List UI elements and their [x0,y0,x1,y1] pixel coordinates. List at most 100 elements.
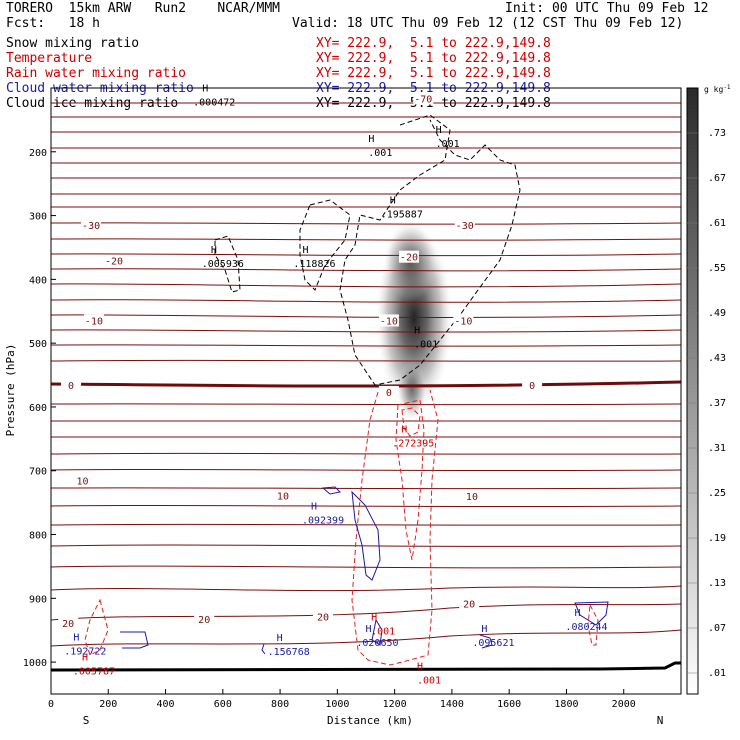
isotherm-line [51,380,681,388]
x-axis: 0 200 400 600 800 1000 1200 1400 1600 1800 2000 [48,689,636,710]
max-marker-h: H [311,501,317,512]
max-value-label: .020650 [356,638,398,649]
cloud-water-contour-sw [120,631,149,649]
max-value-label: .001 [371,626,395,637]
isotherm-line [51,116,681,118]
temperature-label-bg [194,613,215,626]
max-value-label: .001 [368,148,392,159]
isotherm-line [51,629,681,647]
colorbar [686,87,699,695]
isotherm-line [51,177,681,179]
max-marker-h: H [82,653,88,664]
temperature-label: 0 [386,388,392,399]
colorbar-level: .01 [708,668,726,679]
y-tick-label: 500 [29,339,47,350]
temperature-label: 20 [62,619,74,630]
max-marker-h: H [401,424,407,435]
header-init: Init: 00 UTC Thu 09 Feb 12 [505,1,709,16]
max-value-label: .092399 [302,515,344,526]
max-value-label: .192722 [64,646,106,657]
colorbar-level: .19 [708,533,726,544]
rain-contour-core [401,407,421,437]
isotherm-line [51,253,681,257]
isotherm-line [51,268,681,272]
temperature-label-bg [83,314,104,327]
isotherm-line [51,403,681,406]
temperature-label: -20 [105,257,123,268]
field-temp-name: Temperature [6,51,93,66]
colorbar-level: .37 [708,398,726,409]
temperature-label: 10 [277,491,289,502]
isotherm-line [51,359,681,362]
x-tick-label: 400 [157,699,175,710]
colorbar-level: .49 [708,308,726,319]
y-tick-label: 300 [29,212,47,223]
isotherm-line [51,131,681,133]
isotherm-line [51,487,681,490]
field-snow-xy: XY= 222.9, 5.1 to 222.9,149.8 [316,36,551,51]
x-tick-label: 800 [271,699,289,710]
ice-contour-west [299,199,351,291]
field-snow-name: Snow mixing ratio [6,36,140,51]
colorbar-level: .07 [708,623,726,634]
rain-contour-ne [587,603,599,646]
colorbar-level: .61 [708,218,726,229]
temperature-label: -30 [82,221,100,232]
cloud-water-contours [120,486,609,655]
x-tick-label: 1400 [440,699,464,710]
x-tick-label: 200 [99,699,117,710]
cloud-water-contour-sw-2 [261,643,266,655]
isotherm-line [51,420,681,422]
ice-contour-small [214,235,241,293]
ice-contour-main [339,114,521,386]
y-axis: 200 300 400 500 600 700 800 900 1000 [23,148,56,669]
temperature-label: 20 [198,615,210,626]
isotherm-line [51,329,681,333]
temperature-label-bg [454,218,475,231]
y-tick-label: 200 [29,148,47,159]
colorbar-level: .13 [708,578,726,589]
isotherm-line [51,222,681,225]
max-value-label: .001 [414,339,438,350]
cloud-water-contour-ne [574,601,609,626]
x-tick-label: 0 [48,699,54,710]
isotherm-line [51,544,681,547]
cloud-water-contour-mid-2 [321,486,342,495]
max-marker-h: H [277,633,283,644]
temperature-label-bg [453,314,474,327]
temperature-label: 10 [76,477,88,488]
max-marker-h: H [202,84,208,95]
isotherm-line [51,585,681,592]
isotherm-line [51,299,681,303]
temperature-label: 10 [466,492,478,503]
temperature-label: -10 [85,316,103,327]
max-value-label: .272395 [392,438,434,449]
field-temp-xy: XY= 222.9, 5.1 to 222.9,149.8 [316,51,551,66]
colorbar-level: .25 [708,488,726,499]
x-tick-label: 1200 [383,699,407,710]
y-axis-title: Pressure (hPa) [4,344,17,437]
header-valid: Valid: 18 UTC Thu 09 Feb 12 (12 CST Thu … [292,16,684,31]
x-tick-label: 1800 [554,699,578,710]
max-marker-h: H [575,608,581,619]
x-tick-label: 1600 [497,699,521,710]
isotherm-line [51,468,681,472]
y-tick-label: 700 [29,467,47,478]
ground-line [51,661,681,672]
isotherm-line [51,102,681,104]
x-tick-label: 2000 [612,699,636,710]
y-tick-label: 400 [29,275,47,286]
colorbar-level: .43 [708,353,726,364]
temperature-label: -10 [380,316,398,327]
colorbar-level: .31 [708,443,726,454]
max-marker-h: H [371,612,377,623]
colorbar-level: .67 [708,173,726,184]
max-marker-h: H [390,195,396,206]
max-marker-h: H [302,245,308,256]
temperature-label-bg [413,92,434,105]
temperature-label: -10 [454,316,472,327]
temperature-label: -20 [400,253,418,264]
isotherm-line [51,504,681,508]
isotherm-line [51,452,681,455]
